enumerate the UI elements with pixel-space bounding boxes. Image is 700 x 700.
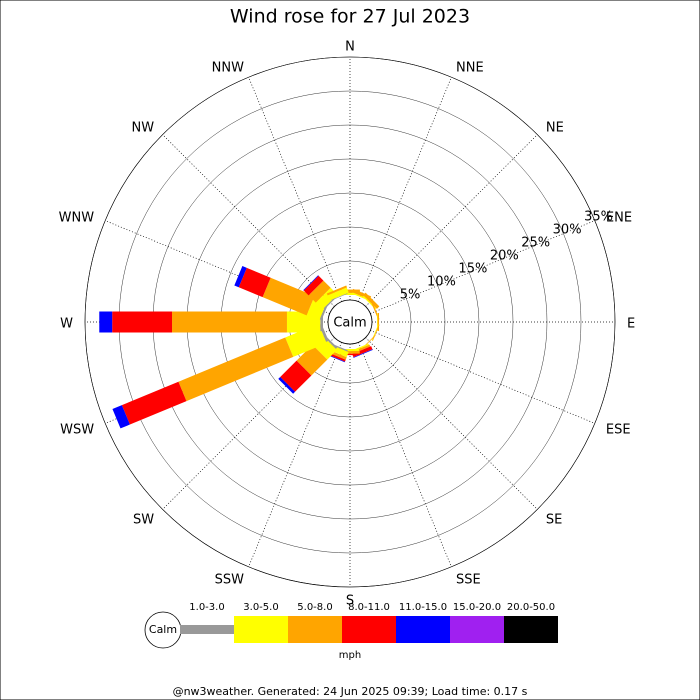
outer-ring	[84, 56, 616, 588]
wind-bar	[340, 289, 360, 293]
wind-bar	[331, 293, 348, 301]
legend-swatch	[180, 625, 234, 634]
wind-bar	[296, 344, 328, 376]
chart-title: Wind rose for 27 Jul 2023	[230, 6, 470, 28]
wind-bar	[172, 311, 287, 333]
legend-swatch	[450, 616, 504, 643]
wind-bar	[99, 311, 113, 333]
legend-swatch	[504, 616, 558, 643]
wind-bar	[339, 353, 361, 356]
direction-label: S	[346, 594, 354, 609]
legend-swatch	[288, 616, 342, 643]
ring-label: 30%	[553, 223, 582, 238]
calm-circle	[327, 299, 373, 345]
wind-bar	[308, 280, 331, 303]
direction-label: E	[627, 317, 635, 332]
ring-label: 15%	[458, 262, 487, 277]
calm-label: Calm	[333, 316, 366, 331]
wind-bar	[327, 287, 349, 301]
legend-calm-label: Calm	[149, 623, 177, 636]
wind-bar	[363, 292, 380, 309]
direction-label: SSW	[215, 572, 245, 587]
wind-bar	[303, 275, 324, 296]
wind-bar	[280, 360, 312, 392]
legend-label: 5.0-8.0	[297, 602, 332, 613]
wind-bar	[238, 267, 271, 298]
footer: @nw3weather. Generated: 24 Jun 2025 09:3…	[173, 685, 528, 698]
wind-bar	[121, 381, 187, 425]
wind-bar	[112, 405, 130, 429]
wind-bar	[112, 311, 173, 333]
wind-bar	[341, 349, 359, 352]
wind-bar	[303, 275, 319, 291]
unit-label: mph	[339, 650, 361, 661]
wind-bar	[341, 292, 359, 295]
wind-bar	[363, 335, 376, 348]
legend-swatch	[342, 616, 396, 643]
ring-label: 5%	[400, 288, 421, 303]
direction-label: SW	[133, 512, 154, 527]
direction-label: WSW	[60, 423, 94, 438]
direction-label: SE	[546, 512, 562, 527]
legend-label: 20.0-50.0	[507, 602, 555, 613]
direction-label: SSE	[456, 572, 481, 587]
wind-bar	[178, 337, 294, 402]
direction-label: ENE	[606, 210, 632, 225]
wind-bar	[234, 266, 247, 288]
direction-label: NNW	[212, 61, 244, 76]
wind-bar	[340, 351, 360, 354]
direction-label: WNW	[59, 210, 95, 225]
direction-label: NE	[546, 121, 564, 136]
direction-label: NW	[132, 121, 155, 136]
wind-bar	[326, 285, 348, 296]
ring-label: 10%	[427, 275, 456, 290]
legend-swatch	[234, 616, 288, 643]
ring-label: 25%	[521, 236, 550, 251]
legend-label: 11.0-15.0	[399, 602, 447, 613]
direction-label: N	[345, 40, 355, 55]
legend-swatch	[396, 616, 450, 643]
direction-label: NNE	[456, 61, 484, 76]
wind-bar	[371, 324, 379, 341]
wind-bar	[278, 376, 296, 394]
direction-label: W	[60, 317, 73, 332]
direction-label: ESE	[606, 423, 631, 438]
ring-label: 35%	[584, 210, 613, 225]
ring-label: 20%	[490, 249, 519, 264]
legend-label: 15.0-20.0	[453, 602, 501, 613]
legend-label: 1.0-3.0	[189, 602, 224, 613]
wind-bar	[262, 277, 315, 316]
legend-label: 3.0-5.0	[243, 602, 278, 613]
legend-label: 8.0-11.0	[348, 602, 390, 613]
wind-bar	[353, 349, 373, 358]
